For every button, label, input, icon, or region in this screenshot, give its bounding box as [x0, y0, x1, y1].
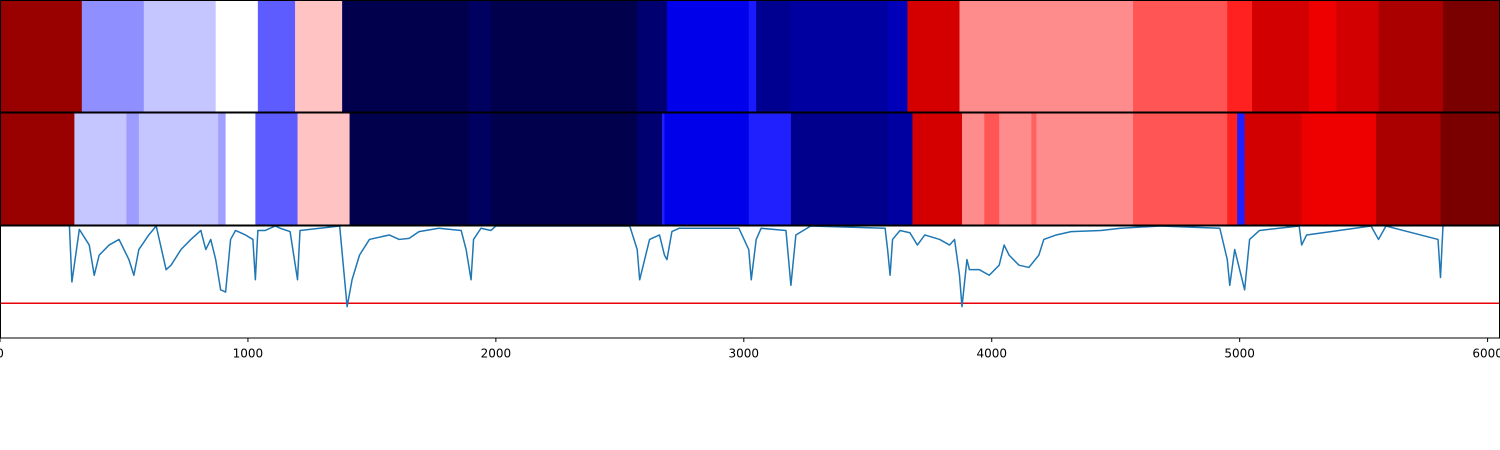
band-segment: [984, 113, 1000, 225]
band-segment: [297, 113, 351, 225]
x-tick-label: 6000: [1472, 347, 1500, 361]
band-segment: [661, 113, 665, 225]
band-segment: [1336, 1, 1380, 112]
x-tick-label: 0: [0, 347, 4, 361]
band-segment: [907, 1, 961, 112]
band-segment: [637, 1, 668, 112]
band-segment: [215, 1, 259, 112]
band-segment: [490, 113, 638, 225]
band-segment: [637, 113, 663, 225]
band-segment: [1133, 113, 1228, 225]
band-segment: [666, 1, 750, 112]
band-segment: [756, 1, 792, 112]
band-segment: [961, 113, 985, 225]
band-segment: [1227, 113, 1238, 225]
band-segment: [748, 1, 757, 112]
band-segment: [959, 1, 1134, 112]
band-segment: [1442, 1, 1500, 112]
data-line: [67, 226, 1451, 308]
band-segment: [143, 1, 217, 112]
band-segment: [349, 113, 470, 225]
band-segment: [0, 1, 83, 112]
band-segment: [1227, 1, 1253, 112]
band-segment: [468, 1, 492, 112]
x-tick-label: 4000: [976, 347, 1007, 361]
band-segment: [1244, 113, 1303, 225]
band-segment: [126, 113, 140, 225]
band-segment: [225, 113, 256, 225]
band-segment: [218, 113, 227, 225]
band-segment: [1031, 113, 1037, 225]
band-segment: [490, 1, 638, 112]
band-segment: [1440, 113, 1500, 225]
band-segment: [342, 1, 470, 112]
band-segment: [468, 113, 492, 225]
x-tick-label: 5000: [1224, 347, 1255, 361]
x-tick-label: 3000: [729, 347, 760, 361]
band-segment: [912, 113, 963, 225]
band-segment: [0, 113, 75, 225]
band-segment: [790, 1, 889, 112]
band-segment: [1378, 1, 1444, 112]
band-segment: [1309, 1, 1337, 112]
band-segment: [1133, 1, 1228, 112]
band-segment: [81, 1, 145, 112]
band-segment: [887, 1, 908, 112]
line-frame: [0, 225, 1500, 339]
band-segment: [295, 1, 343, 112]
band-segment: [790, 113, 889, 225]
band-segment: [74, 113, 127, 225]
band-segment: [257, 1, 296, 112]
band-segment: [1301, 113, 1377, 225]
band-segment: [1376, 113, 1441, 225]
band-segment: [255, 113, 299, 225]
band-segment: [1252, 1, 1310, 112]
line-panel: [0, 226, 1500, 308]
band-segment: [748, 113, 792, 225]
bands: [0, 1, 1500, 225]
band-segment: [1036, 113, 1134, 225]
band-segment: [138, 113, 219, 225]
band-segment: [1237, 113, 1246, 225]
x-tick-label: 2000: [481, 347, 512, 361]
x-tick-label: 1000: [233, 347, 264, 361]
band-segment: [999, 113, 1032, 225]
band-segment: [887, 113, 913, 225]
band-segment: [664, 113, 750, 225]
x-axis: 0 1000 2000 3000 4000 5000 6000: [0, 338, 1500, 361]
